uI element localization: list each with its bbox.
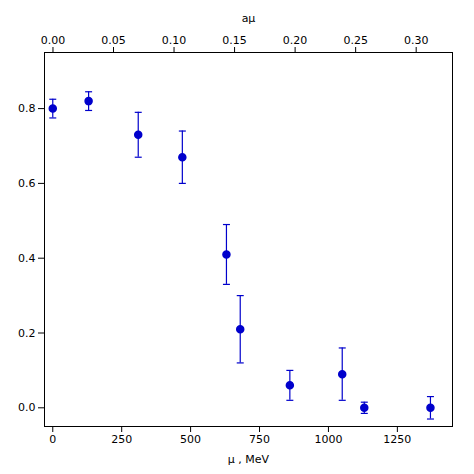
- svg-text:0.15: 0.15: [222, 34, 247, 47]
- svg-text:0.00: 0.00: [41, 34, 66, 47]
- svg-text:0.2: 0.2: [18, 327, 36, 340]
- svg-text:0.10: 0.10: [162, 34, 187, 47]
- svg-text:0: 0: [49, 433, 56, 446]
- svg-text:μ , MeV: μ , MeV: [228, 453, 270, 466]
- svg-text:1000: 1000: [314, 433, 342, 446]
- svg-text:500: 500: [180, 433, 201, 446]
- svg-text:250: 250: [111, 433, 132, 446]
- svg-text:aμ: aμ: [242, 12, 256, 25]
- svg-text:0.6: 0.6: [18, 177, 36, 190]
- svg-text:0.05: 0.05: [101, 34, 126, 47]
- svg-text:0.4: 0.4: [18, 252, 36, 265]
- svg-text:0.8: 0.8: [18, 102, 36, 115]
- svg-text:0.25: 0.25: [343, 34, 368, 47]
- svg-text:0.30: 0.30: [404, 34, 429, 47]
- svg-text:1250: 1250: [383, 433, 411, 446]
- svg-text:0.0: 0.0: [18, 401, 36, 414]
- svg-text:0.20: 0.20: [283, 34, 308, 47]
- svg-text:750: 750: [249, 433, 270, 446]
